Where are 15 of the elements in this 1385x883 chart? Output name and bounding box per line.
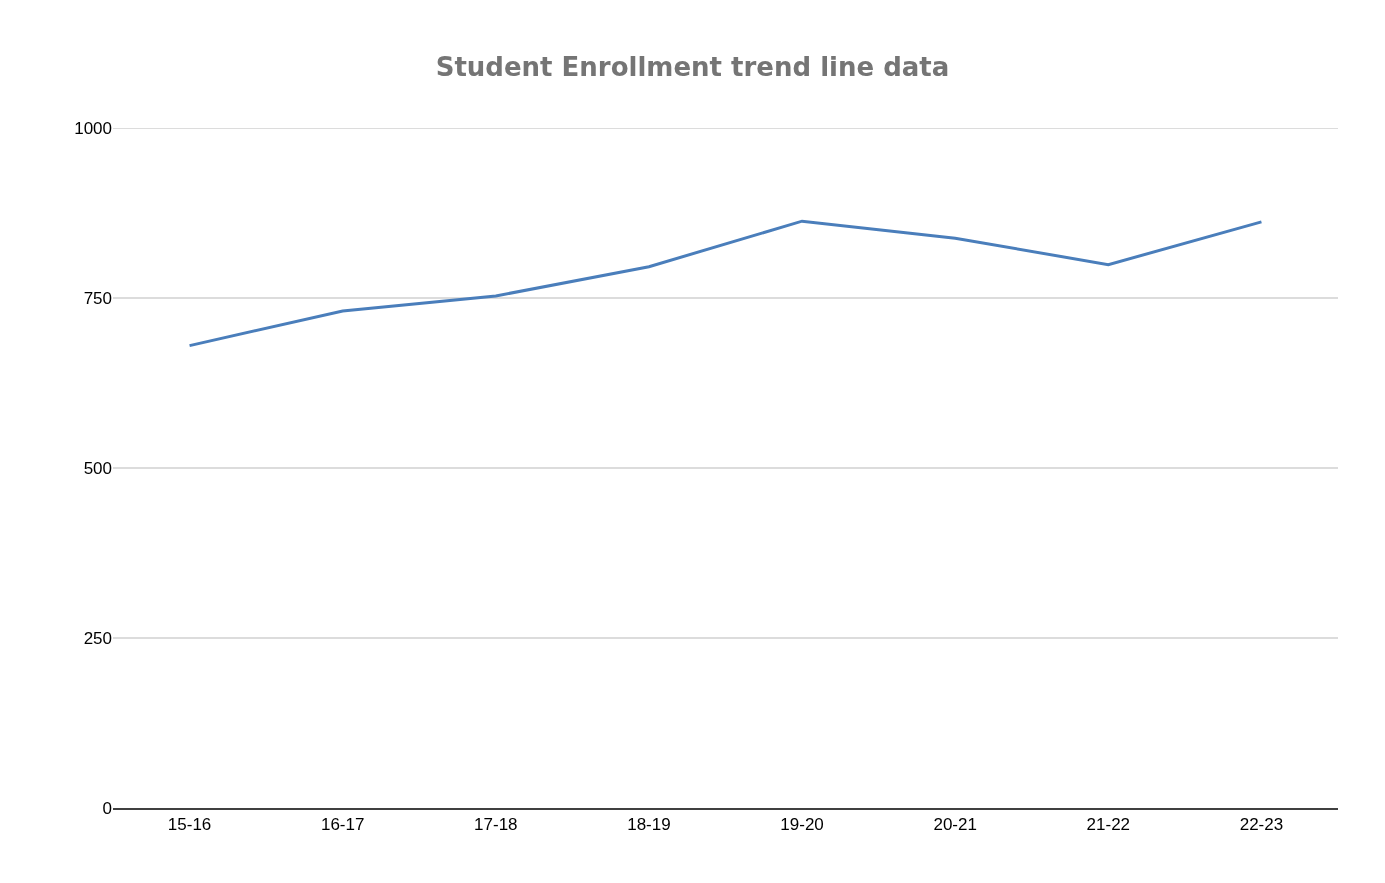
y-tick-label: 0 (102, 798, 112, 818)
x-tick-label: 16-17 (320, 815, 365, 835)
x-tick-label: 22-23 (1239, 815, 1284, 835)
y-tick-label: 250 (83, 628, 112, 648)
x-tick-label: 19-20 (780, 815, 824, 835)
y-tick-label: 750 (83, 288, 112, 308)
y-tick-label: 500 (83, 458, 112, 478)
x-tick-label: 15-16 (167, 815, 212, 835)
x-tick-label: 21-22 (1086, 815, 1131, 835)
x-tick-label: 17-18 (474, 815, 518, 835)
y-tick-label: 1000 (74, 118, 112, 138)
line-series (188, 219, 1263, 348)
x-tick-label: 20-21 (933, 815, 977, 835)
chart-title: Student Enrollment trend line data (435, 52, 950, 83)
x-tick-label: 18-19 (627, 815, 671, 835)
